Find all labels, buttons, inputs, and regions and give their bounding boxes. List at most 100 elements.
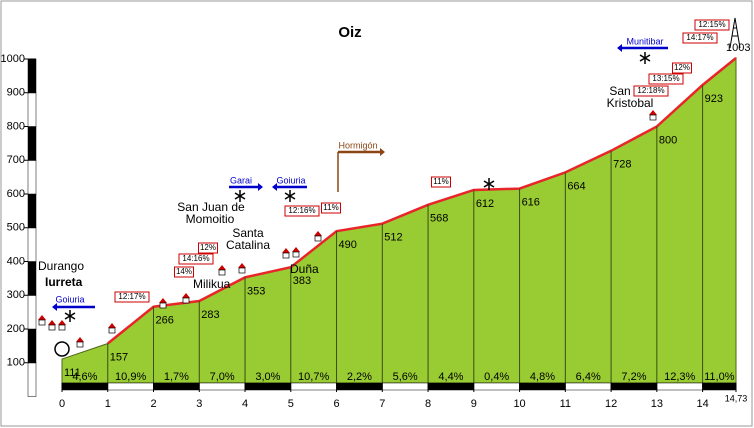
house-icon	[649, 110, 657, 115]
gradient-label: 6,4%	[576, 371, 601, 383]
gradient-label: 7,2%	[621, 371, 646, 383]
altitude-label: 353	[247, 285, 265, 297]
axis-segment	[107, 382, 154, 391]
house-body	[314, 235, 322, 242]
house-body	[238, 267, 246, 274]
axis-segment	[153, 382, 200, 391]
gradient-label: 1,7%	[164, 371, 189, 383]
house-icon	[76, 337, 84, 342]
altitude-label: 923	[705, 93, 723, 105]
place-name: San Juan de	[177, 200, 245, 214]
x-tick-label: 0	[59, 398, 65, 410]
altitude-label: 512	[384, 232, 402, 244]
gradient-label: 7,0%	[210, 371, 235, 383]
steep-box: 13:15%	[648, 73, 684, 85]
steep-label: 12%	[674, 63, 690, 72]
y-tick-label: 300	[7, 289, 25, 301]
altitude-label: 728	[613, 159, 631, 171]
place-name: Durango	[38, 259, 84, 273]
steep-box: 12%	[672, 62, 692, 74]
altitude-label: 612	[476, 198, 494, 210]
x-tick-label: 3	[196, 398, 202, 410]
y-tick-label: 900	[7, 87, 25, 99]
place-name: San	[609, 84, 630, 98]
place-name: Kristobal	[607, 96, 654, 110]
house-body	[182, 297, 190, 304]
axis-segment	[473, 382, 520, 391]
steep-box: 11%	[321, 202, 341, 214]
arrow-head	[380, 148, 385, 156]
steep-label: 11%	[433, 177, 448, 186]
gradient-label: 12,3%	[664, 371, 695, 383]
y-tick-label: 800	[7, 120, 25, 132]
x-tick-label: 1	[105, 398, 111, 410]
steep-box: 12:17%	[114, 291, 150, 303]
house-icon	[282, 248, 290, 253]
steep-box-frame	[648, 73, 684, 85]
steep-box-frame	[682, 32, 718, 44]
altitude-label: 664	[567, 180, 585, 192]
house-icon	[314, 231, 322, 236]
house-icon	[218, 265, 226, 270]
place-name: Santa	[232, 226, 264, 240]
axis-segment	[427, 382, 475, 391]
house-icon	[108, 323, 116, 328]
gradient-label: 4,4%	[438, 371, 463, 383]
house-icon	[58, 320, 66, 325]
axis-segment	[61, 382, 109, 391]
scale-segment	[27, 362, 37, 397]
altitude-label: 1003	[726, 42, 750, 54]
start-mark	[54, 341, 70, 357]
steep-box-frame	[198, 242, 218, 254]
axis-segment	[656, 382, 703, 391]
y-tick-label: 200	[7, 323, 25, 335]
altitude-label: 266	[156, 315, 174, 327]
house-body	[159, 302, 167, 309]
altitude-label: 283	[201, 309, 219, 321]
axis-segment	[610, 382, 658, 391]
altitude-label: 383	[293, 275, 311, 287]
direction-label: Goiuria	[276, 175, 305, 185]
y-tick-label: 400	[7, 255, 25, 267]
steep-label: 12:17%	[118, 292, 145, 301]
scale-segment	[27, 92, 37, 127]
arrow-head	[272, 183, 277, 191]
y-tick-label: 100	[7, 357, 25, 369]
arrow-head	[258, 183, 263, 191]
axis-segment	[565, 382, 612, 391]
steep-box-frame	[114, 291, 150, 303]
axis-segment	[519, 382, 566, 391]
steep-label: 14:16%	[182, 254, 209, 263]
house-body	[218, 269, 226, 276]
direction-label: Goiuria	[55, 294, 84, 304]
gradient-label: 11,0%	[704, 371, 735, 383]
asterisk	[284, 192, 296, 200]
house-icon	[238, 263, 246, 268]
steep-box-frame	[694, 19, 730, 31]
altitude-label: 111	[64, 367, 81, 379]
direction-label: Hormigón	[338, 140, 377, 150]
steep-label: 12:18%	[637, 86, 664, 95]
house-body	[38, 319, 46, 326]
y-tick-label: 600	[7, 188, 25, 200]
axis-segment	[199, 382, 246, 391]
house-body	[76, 341, 84, 348]
chart-title: Oiz	[338, 24, 361, 41]
steep-box-frame	[633, 85, 669, 97]
direction-label: Munitibar	[626, 36, 663, 46]
scale-segment	[27, 58, 37, 93]
steep-label: 14:17%	[686, 33, 713, 42]
x-tick-label: 13	[651, 398, 663, 410]
gradient-label: 5,6%	[393, 371, 418, 383]
altitude-label: 568	[430, 213, 448, 225]
x-tick-label: 12	[605, 398, 617, 410]
asterisk	[234, 192, 246, 200]
steep-box: 12:18%	[633, 85, 669, 97]
steep-box-frame	[431, 176, 451, 188]
x-tick-label: 7	[379, 398, 385, 410]
x-tick-label: 11	[560, 398, 571, 410]
steep-box: 14:16%	[178, 253, 214, 265]
x-tick-label: 14,73	[725, 393, 748, 403]
y-tick-label: 1000	[1, 53, 25, 65]
